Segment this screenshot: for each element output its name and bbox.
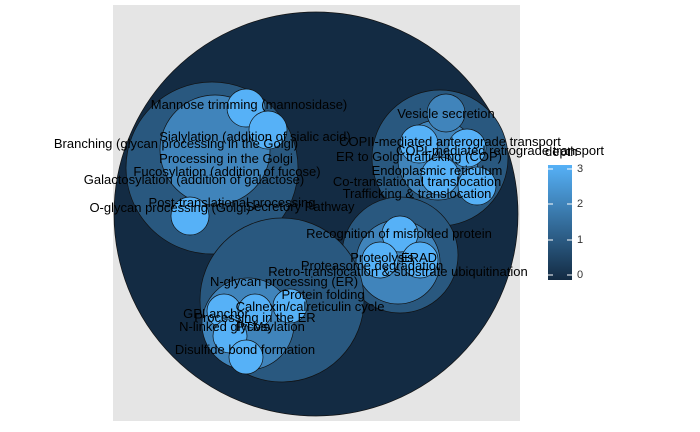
node-label: Recognition of misfolded protein [306, 226, 492, 241]
legend-tick-1: 1 [577, 234, 583, 246]
legend-colorbar [548, 165, 572, 280]
node-label: Galactosylation (addition of galactose) [84, 172, 304, 187]
legend-tick-2: 2 [577, 198, 583, 210]
node-label: Secretory Pathway [245, 199, 355, 214]
legend-tick-3: 3 [577, 163, 583, 175]
node-label: Trafficking & translocation [343, 186, 492, 201]
node-label: Branching (glycan processing in the Golg… [54, 136, 298, 151]
node-label: Mannose trimming (mannosidase) [151, 97, 348, 112]
legend: depth 3 2 1 0 [545, 140, 625, 300]
legend-title: depth [545, 144, 578, 159]
node-label: Disulfide bond formation [175, 342, 315, 357]
node-label: PTMs [236, 319, 270, 334]
legend-tick-0: 0 [577, 269, 583, 281]
node-label: Vesicle secretion [397, 106, 495, 121]
